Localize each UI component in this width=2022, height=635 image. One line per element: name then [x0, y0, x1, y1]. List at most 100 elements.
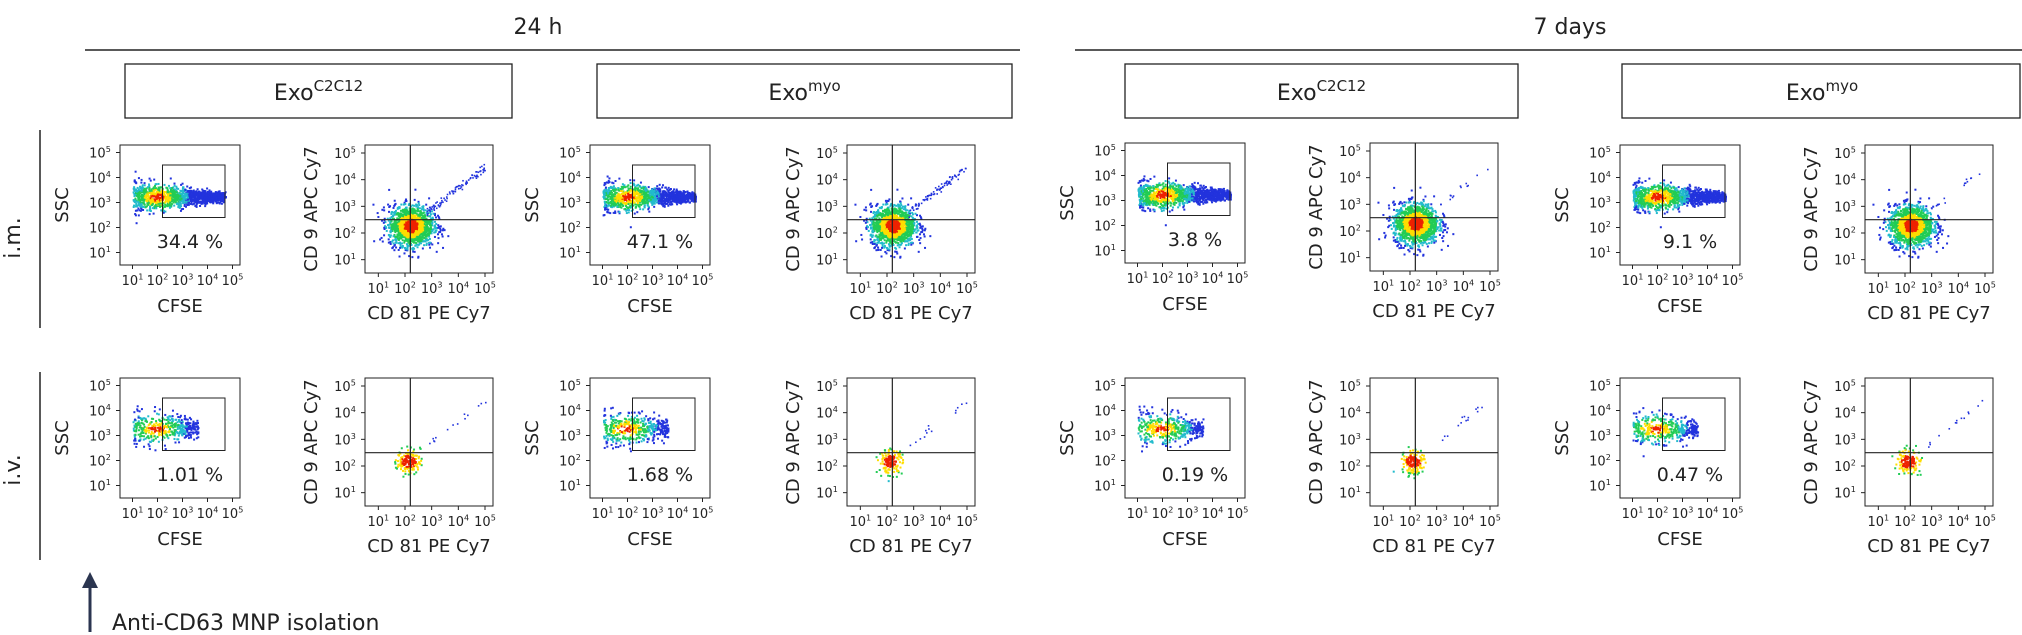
event-dot: [627, 184, 630, 187]
event-dot: [390, 230, 393, 233]
event-dot: [391, 246, 394, 249]
event-dot: [669, 203, 672, 206]
event-dot: [373, 240, 376, 243]
event-dot: [635, 193, 638, 196]
event-dot: [389, 234, 392, 237]
event-dot: [175, 185, 178, 188]
event-dot: [199, 191, 202, 194]
event-dot: [626, 209, 629, 212]
event-dot: [402, 211, 405, 214]
event-dot: [434, 230, 437, 233]
event-dot: [416, 239, 419, 242]
event-dot: [179, 189, 182, 192]
event-dot: [140, 202, 143, 205]
event-dot: [219, 192, 222, 195]
event-dot: [158, 190, 161, 193]
event-dot: [386, 217, 389, 220]
event-dot: [417, 228, 420, 231]
event-dot: [206, 191, 209, 194]
event-dot: [179, 201, 182, 204]
event-dot: [390, 240, 393, 243]
event-dot: [179, 196, 182, 199]
event-dot: [651, 191, 654, 194]
event-dot: [642, 187, 645, 190]
event-dot: [204, 203, 207, 206]
event-dot: [419, 231, 422, 234]
event-dot: [136, 186, 139, 189]
event-dot: [389, 240, 392, 243]
event-dot: [413, 241, 416, 244]
event-dot: [424, 226, 427, 229]
event-dot: [406, 233, 409, 236]
event-dot: [647, 190, 650, 193]
event-dot: [621, 183, 624, 186]
event-dot: [160, 198, 163, 201]
event-dot: [189, 197, 192, 200]
event-dot: [189, 194, 192, 197]
event-dot: [440, 197, 443, 199]
event-dot: [611, 181, 614, 184]
event-dot: [202, 191, 205, 194]
event-dot: [159, 205, 162, 208]
event-dot: [432, 212, 435, 215]
event-dot: [399, 212, 402, 215]
event-dot: [429, 230, 432, 233]
event-dot: [614, 180, 617, 183]
event-dot: [643, 188, 646, 191]
event-dot: [394, 241, 397, 244]
event-dot: [421, 247, 424, 250]
event-dot: [392, 242, 395, 245]
event-dot: [179, 209, 182, 212]
event-dot: [211, 197, 214, 200]
event-dot: [405, 243, 408, 246]
event-dot: [625, 212, 628, 215]
event-dot: [618, 211, 621, 214]
event-dot: [607, 191, 610, 194]
event-dot: [923, 229, 926, 232]
event-dot: [147, 201, 150, 204]
event-dot: [439, 229, 442, 232]
event-dot: [915, 231, 918, 234]
event-dot: [192, 202, 195, 205]
event-dot: [639, 181, 642, 184]
event-dot: [186, 204, 189, 207]
event-dot: [149, 203, 152, 206]
event-dot: [162, 192, 165, 195]
event-dot: [221, 195, 224, 198]
event-dot: [191, 194, 194, 197]
event-dot: [181, 196, 184, 199]
event-dot: [134, 209, 137, 212]
event-dot: [412, 246, 415, 249]
event-dot: [656, 195, 659, 198]
event-dot: [658, 183, 661, 186]
event-dot: [162, 202, 165, 205]
event-dot: [471, 174, 474, 177]
event-dot: [164, 205, 167, 208]
event-dot: [148, 208, 151, 211]
event-dot: [396, 225, 399, 228]
event-dot: [630, 200, 633, 203]
event-dot: [153, 205, 156, 208]
event-dot: [401, 245, 404, 248]
event-dot: [675, 188, 678, 191]
event-dot: [603, 193, 606, 196]
event-dot: [606, 175, 609, 178]
event-dot: [624, 199, 627, 202]
event-dot: [149, 179, 152, 182]
gate-plot: 34.4 %101101102102103103104104105105CFSE…: [52, 144, 243, 317]
event-dot: [155, 207, 158, 210]
y-tick-label: 104: [334, 172, 356, 188]
event-dot: [166, 200, 169, 203]
event-dot: [401, 225, 404, 228]
event-dot: [646, 202, 649, 205]
event-dot: [413, 233, 416, 236]
event-dot: [186, 185, 189, 188]
event-dot: [630, 206, 633, 209]
event-dot: [207, 197, 210, 200]
event-dot: [146, 209, 149, 212]
event-dot: [655, 201, 658, 204]
event-dot: [149, 197, 152, 200]
event-dot: [143, 199, 146, 202]
event-dot: [647, 186, 650, 189]
plot-frame: [846, 144, 976, 274]
